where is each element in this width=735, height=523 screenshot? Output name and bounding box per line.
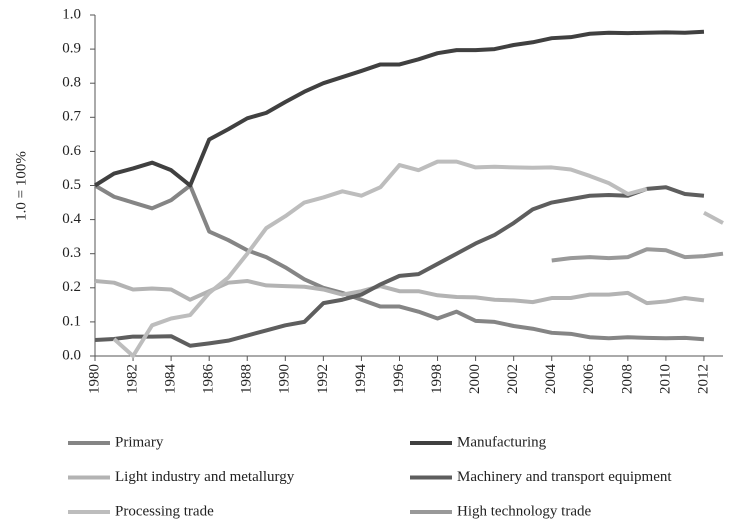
x-tick-label: 2010	[657, 364, 673, 394]
series-line	[93, 29, 705, 188]
x-tick-label: 1996	[391, 364, 407, 395]
x-tick-label: 2000	[467, 364, 483, 394]
x-tick-label: 1994	[353, 364, 369, 395]
series-line	[94, 278, 705, 306]
y-tick-label: 0.2	[62, 279, 81, 295]
x-tick-label: 2002	[505, 364, 521, 394]
x-tick-label: 2004	[543, 364, 559, 395]
x-tick-label: 1982	[124, 364, 140, 394]
y-tick-label: 0.8	[62, 75, 81, 91]
y-tick-label: 0.7	[62, 109, 81, 125]
y-axis-label: 1.0 = 100%	[13, 151, 29, 221]
x-tick-label: 2006	[581, 364, 597, 395]
series-line	[112, 159, 724, 358]
y-tick-label: 0.3	[62, 245, 81, 261]
legend-label: Processing trade	[115, 503, 214, 519]
series-line	[94, 185, 705, 348]
y-tick-label: 1.0	[62, 6, 81, 22]
x-tick-label: 1984	[163, 364, 179, 395]
y-tick-label: 0.9	[62, 41, 81, 57]
series-line	[551, 247, 724, 263]
y-tick-label: 0.5	[62, 177, 81, 193]
x-tick-label: 1980	[86, 364, 102, 394]
series-line	[93, 183, 705, 342]
legend-label: Light industry and metallurgy	[115, 469, 295, 485]
legend-label: Primary	[115, 434, 164, 450]
x-tick-label: 2012	[695, 364, 711, 394]
y-tick-label: 0.1	[62, 313, 81, 329]
x-tick-label: 2008	[619, 364, 635, 394]
x-tick-label: 1990	[277, 364, 293, 394]
legend-label: Machinery and transport equipment	[457, 469, 672, 485]
y-tick-label: 0.6	[62, 143, 81, 159]
x-tick-label: 1986	[201, 364, 217, 395]
legend-label: Manufacturing	[457, 434, 547, 450]
y-tick-label: 0.4	[62, 211, 81, 227]
y-tick-label: 0.0	[62, 347, 81, 363]
x-tick-label: 1998	[429, 364, 445, 394]
x-tick-label: 1988	[239, 364, 255, 394]
x-tick-label: 1992	[315, 364, 331, 394]
legend-label: High technology trade	[457, 503, 591, 519]
